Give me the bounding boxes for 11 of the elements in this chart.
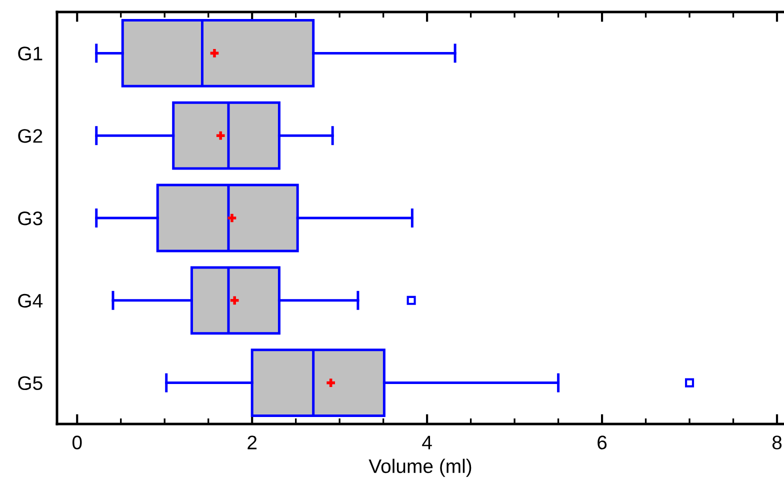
y-tick-label: G1 [18, 46, 42, 60]
x-axis-title: Volume (ml) [368, 458, 472, 477]
y-tick-label: G4 [18, 294, 43, 308]
y-tick-label: G2 [18, 129, 42, 143]
x-tick-label: 4 [422, 436, 432, 450]
x-tick-label: 8 [772, 436, 782, 450]
x-tick-label: 2 [248, 436, 257, 450]
x-tick-label: 6 [598, 436, 607, 450]
x-tick-label: 0 [72, 436, 82, 450]
y-tick-label: G3 [18, 211, 42, 226]
y-tick-label: G5 [18, 376, 42, 390]
